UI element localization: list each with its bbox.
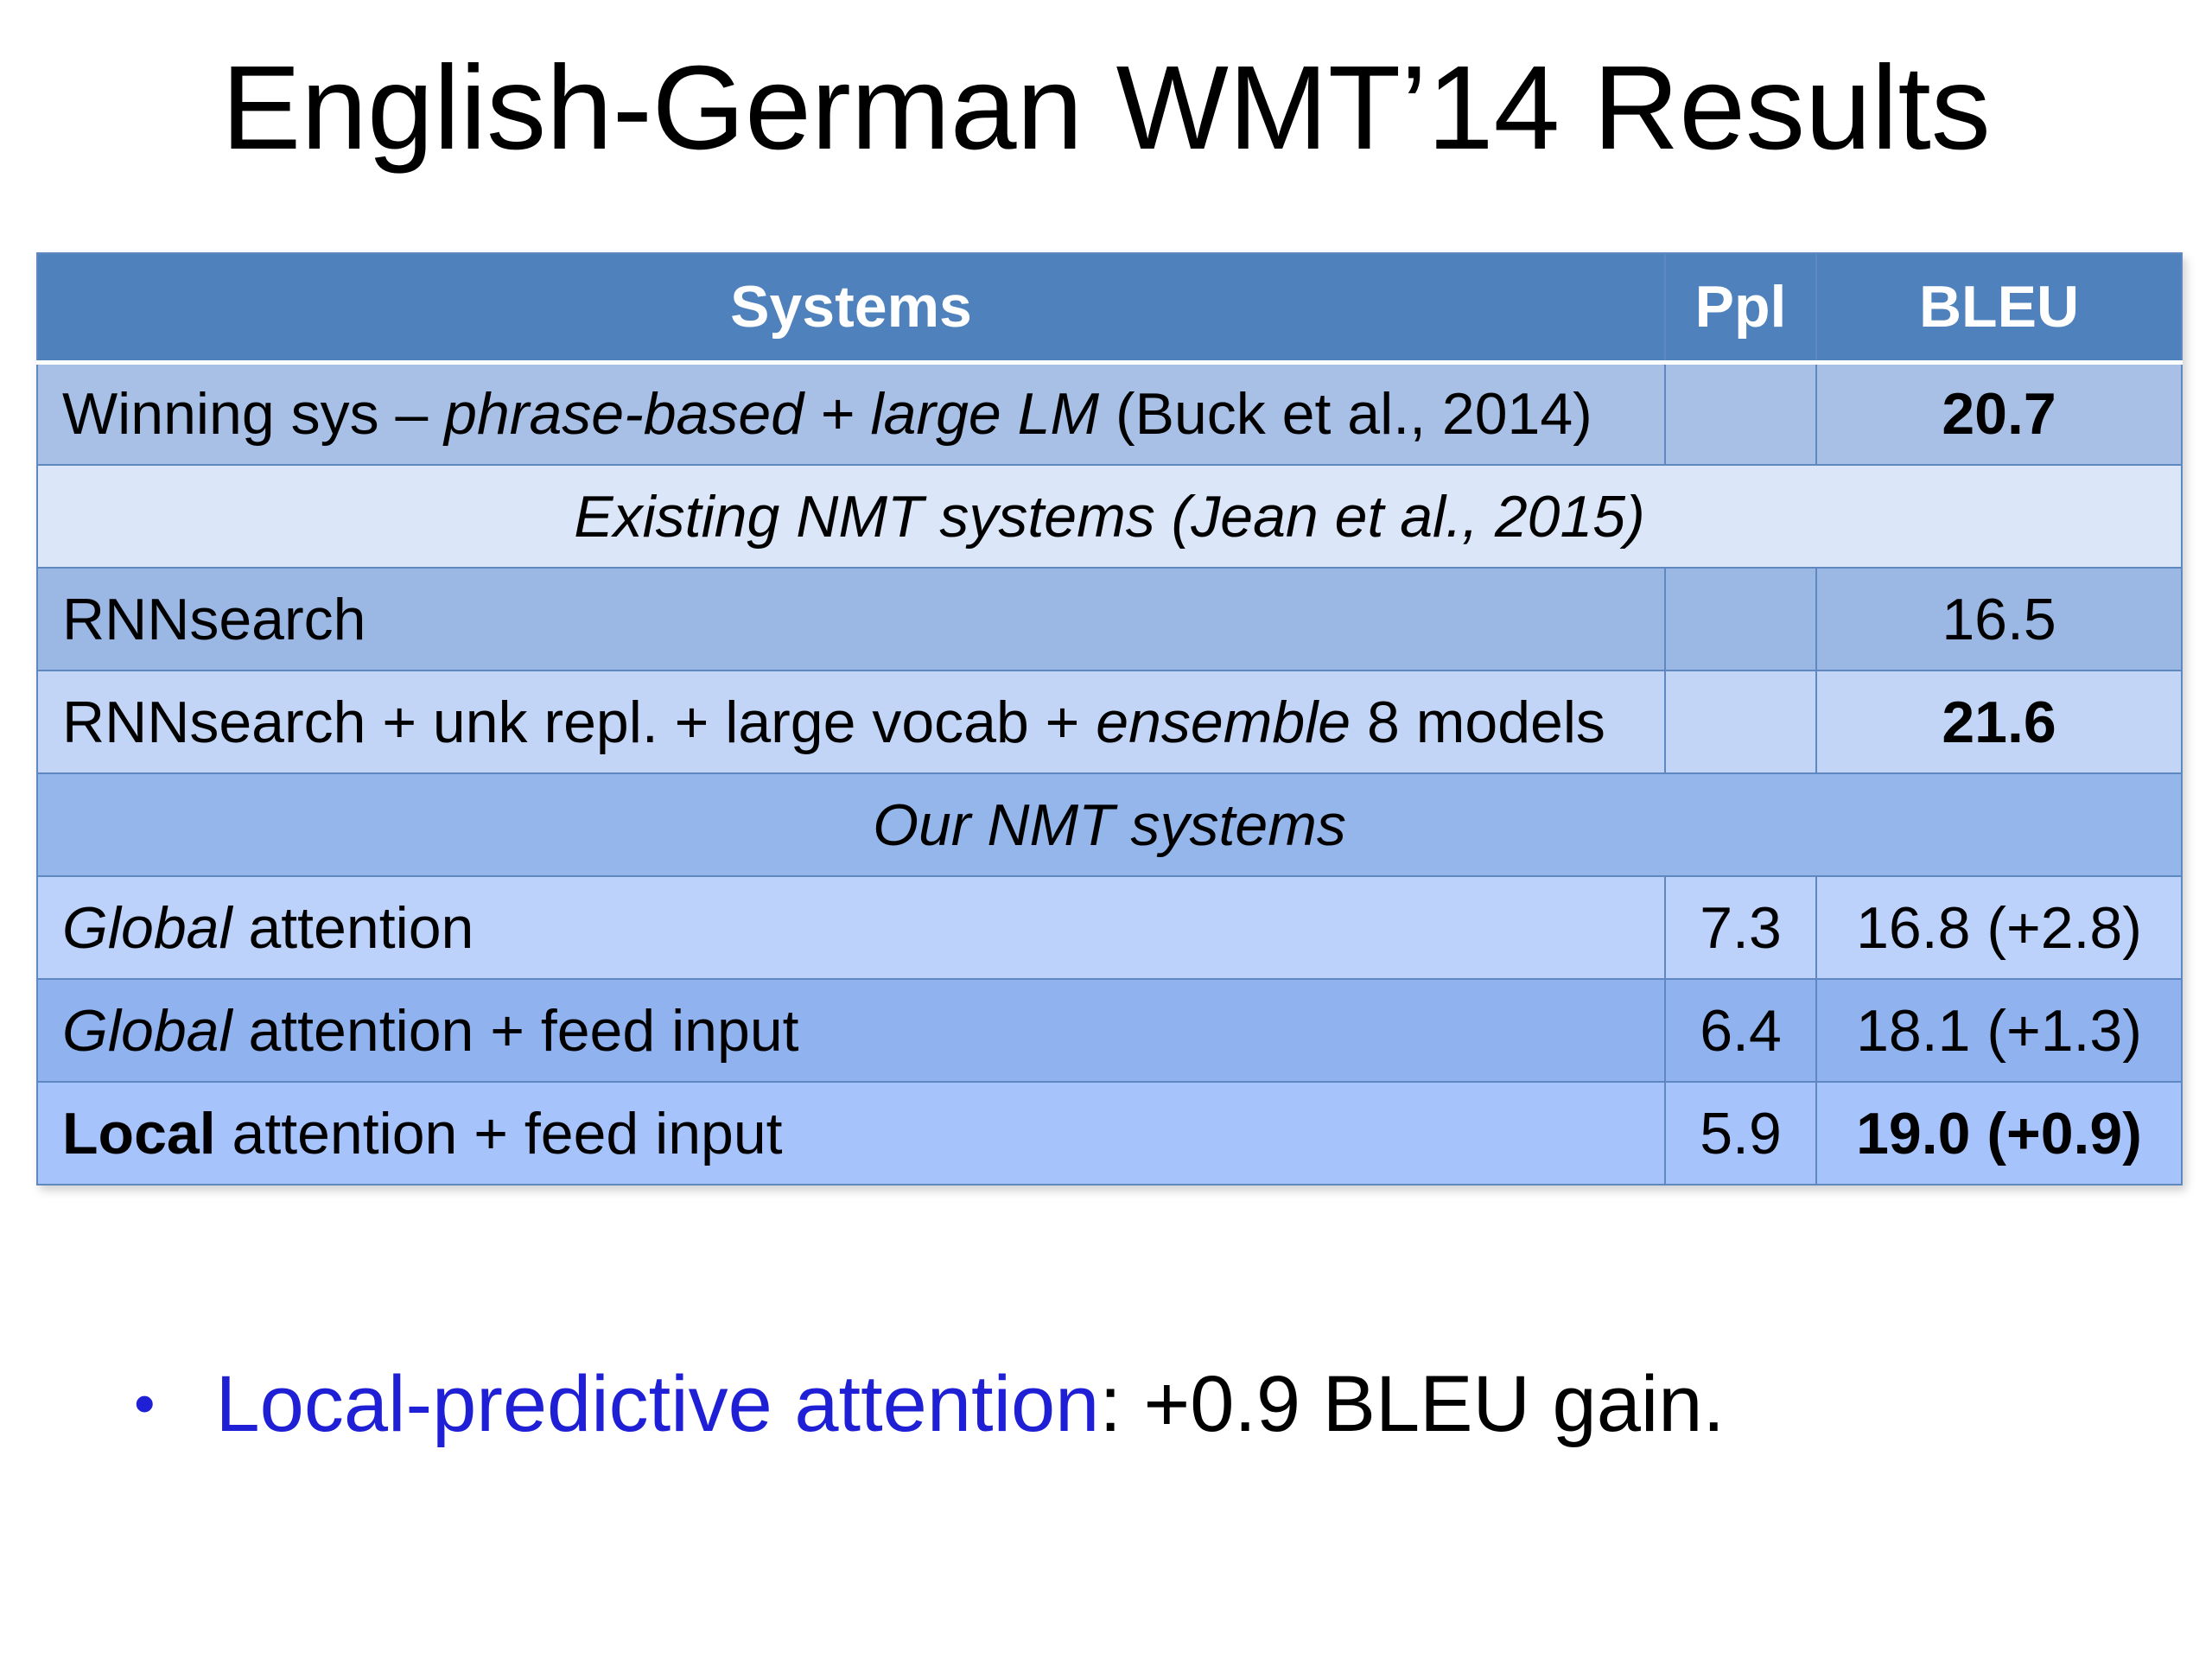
bullet-highlight-text: Local-predictive attention xyxy=(215,1360,1100,1448)
table-row-local-feed: Local attention + feed input 5.9 19.0 (+… xyxy=(36,1081,2183,1185)
system-cell: Winning sys – phrase-based + large LM (B… xyxy=(36,361,1666,466)
bleu-cell: 18.1 (+1.3) xyxy=(1815,978,2183,1083)
ppl-cell xyxy=(1664,361,1817,466)
system-cell: Global attention xyxy=(36,875,1666,980)
slide-title: English-German WMT’14 Results xyxy=(221,41,1991,175)
bullet-rest-text: : +0.9 BLEU gain. xyxy=(1099,1360,1726,1448)
system-cell: Local attention + feed input xyxy=(36,1081,1666,1185)
system-label-tail: attention xyxy=(232,894,474,961)
system-label-tail: attention + feed input xyxy=(215,1100,783,1166)
table-header-row: Systems Ppl BLEU xyxy=(36,252,2183,365)
ppl-cell: 6.4 xyxy=(1664,978,1817,1083)
table-row-winning: Winning sys – phrase-based + large LM (B… xyxy=(36,361,2183,466)
section-row-existing: Existing NMT systems (Jean et al., 2015) xyxy=(36,464,2183,569)
header-systems: Systems xyxy=(36,252,1666,365)
system-label-plain: Winning sys – xyxy=(62,381,445,448)
results-table: Systems Ppl BLEU Winning sys – phrase-ba… xyxy=(36,252,2183,1185)
system-label-italic: phrase-based + large LM xyxy=(444,381,1100,448)
table-row-rnnsearch: RNNsearch 16.5 xyxy=(36,567,2183,671)
bullet-marker: • xyxy=(134,1369,156,1437)
header-bleu: BLEU xyxy=(1815,252,2183,365)
bleu-cell: 21.6 xyxy=(1815,670,2183,774)
system-label-tail: (Buck et al., 2014) xyxy=(1099,381,1592,448)
system-label-italic: ensemble xyxy=(1096,689,1351,755)
bleu-cell: 19.0 (+0.9) xyxy=(1815,1081,2183,1185)
section-label: Existing NMT systems (Jean et al., 2015) xyxy=(36,464,2183,569)
table-row-rnnsearch-ensemble: RNNsearch + unk repl. + large vocab + en… xyxy=(36,670,2183,774)
system-label-italic: Global xyxy=(62,997,232,1064)
ppl-cell xyxy=(1664,567,1817,671)
section-row-ours: Our NMT systems xyxy=(36,772,2183,877)
table-row-global: Global attention 7.3 16.8 (+2.8) xyxy=(36,875,2183,980)
system-cell: RNNsearch xyxy=(36,567,1666,671)
ppl-cell: 7.3 xyxy=(1664,875,1817,980)
system-label-plain: RNNsearch + unk repl. + large vocab + xyxy=(62,689,1096,755)
system-label-italic: Global xyxy=(62,894,232,961)
system-cell: RNNsearch + unk repl. + large vocab + en… xyxy=(36,670,1666,774)
table-row-global-feed: Global attention + feed input 6.4 18.1 (… xyxy=(36,978,2183,1083)
system-label-bold: Local xyxy=(62,1100,216,1166)
bullet-point: • Local-predictive attention: +0.9 BLEU g… xyxy=(134,1357,1725,1458)
system-cell: Global attention + feed input xyxy=(36,978,1666,1083)
system-label-tail: 8 models xyxy=(1351,689,1605,755)
ppl-cell xyxy=(1664,670,1817,774)
bleu-cell: 16.5 xyxy=(1815,567,2183,671)
bleu-cell: 16.8 (+2.8) xyxy=(1815,875,2183,980)
header-ppl: Ppl xyxy=(1664,252,1817,365)
section-label: Our NMT systems xyxy=(36,772,2183,877)
ppl-cell: 5.9 xyxy=(1664,1081,1817,1185)
system-label-tail: attention + feed input xyxy=(232,997,799,1064)
bleu-cell: 20.7 xyxy=(1815,361,2183,466)
